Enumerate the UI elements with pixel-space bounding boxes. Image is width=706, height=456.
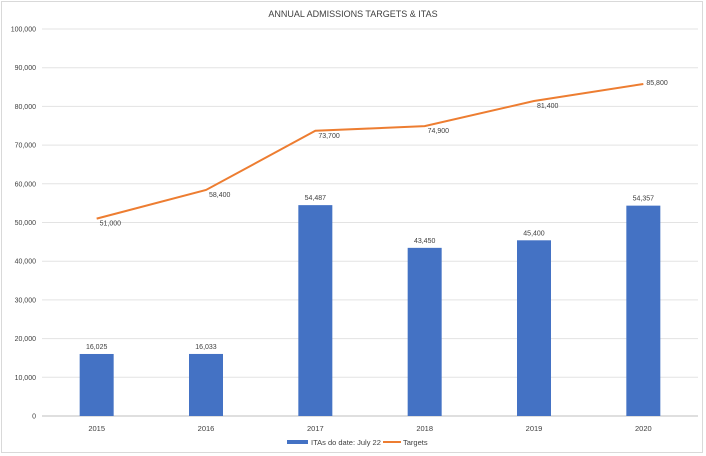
- line-data-label: 74,900: [428, 128, 450, 135]
- line-data-label: 81,400: [537, 103, 559, 110]
- bar-data-label: 16,025: [86, 344, 108, 351]
- line-data-label: 51,000: [100, 221, 122, 228]
- y-tick-label: 0: [32, 414, 36, 421]
- y-tick-label: 50,000: [15, 220, 37, 227]
- bar-data-label: 54,487: [305, 195, 327, 202]
- y-tick-label: 80,000: [15, 104, 37, 111]
- y-tick-label: 90,000: [15, 65, 37, 72]
- x-tick-label: 2018: [416, 424, 433, 433]
- legend: ITAs do date: July 22 Targets: [287, 438, 428, 447]
- bar: [626, 205, 661, 416]
- x-tick-label: 2017: [307, 424, 324, 433]
- bar: [517, 240, 551, 416]
- bar: [189, 353, 223, 416]
- chart-title: ANNUAL ADMISSIONS TARGETS & ITAS: [268, 9, 437, 19]
- y-tick-label: 10,000: [15, 375, 37, 382]
- bar: [79, 353, 114, 416]
- bar: [298, 205, 333, 416]
- line-data-label: 73,700: [318, 133, 340, 140]
- x-tick-label: 2020: [635, 424, 652, 433]
- bar-data-label: 16,033: [195, 344, 217, 351]
- bar-data-label: 45,400: [523, 230, 545, 237]
- bar-data-label: 43,450: [414, 238, 436, 245]
- x-tick-label: 2015: [88, 424, 105, 433]
- legend-label-itas: ITAs do date: July 22: [311, 438, 381, 447]
- y-tick-label: 40,000: [15, 259, 37, 266]
- target-line: [96, 82, 644, 220]
- y-tick-label: 30,000: [15, 297, 37, 304]
- y-tick-label: 70,000: [15, 143, 37, 150]
- line-data-label: 58,400: [209, 192, 231, 199]
- bar-data-label: 54,357: [633, 196, 655, 203]
- x-tick-label: 2016: [198, 424, 215, 433]
- y-tick-label: 100,000: [11, 27, 36, 34]
- legend-label-targets: Targets: [403, 438, 428, 447]
- bar: [407, 247, 442, 416]
- legend-swatch-itas: [287, 440, 308, 444]
- y-tick-label: 60,000: [15, 181, 37, 188]
- x-tick-label: 2019: [526, 424, 543, 433]
- line-data-label: 85,800: [646, 80, 668, 87]
- y-tick-label: 20,000: [15, 336, 37, 343]
